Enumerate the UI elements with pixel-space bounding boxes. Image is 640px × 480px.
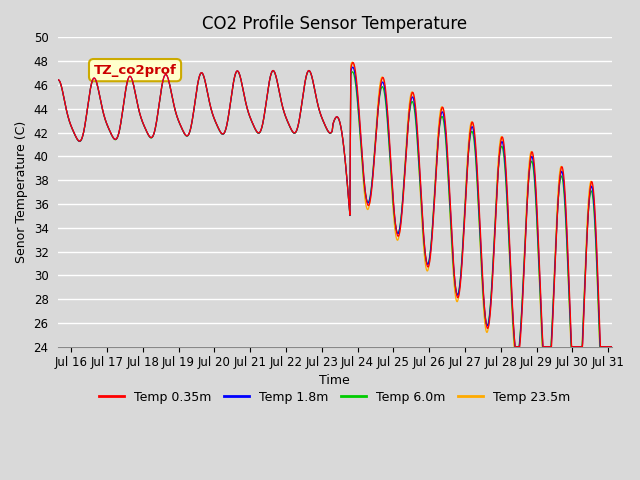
Title: CO2 Profile Sensor Temperature: CO2 Profile Sensor Temperature <box>202 15 467 33</box>
X-axis label: Time: Time <box>319 374 350 387</box>
Y-axis label: Senor Temperature (C): Senor Temperature (C) <box>15 121 28 263</box>
Text: TZ_co2prof: TZ_co2prof <box>93 64 177 77</box>
Legend: Temp 0.35m, Temp 1.8m, Temp 6.0m, Temp 23.5m: Temp 0.35m, Temp 1.8m, Temp 6.0m, Temp 2… <box>94 385 575 408</box>
